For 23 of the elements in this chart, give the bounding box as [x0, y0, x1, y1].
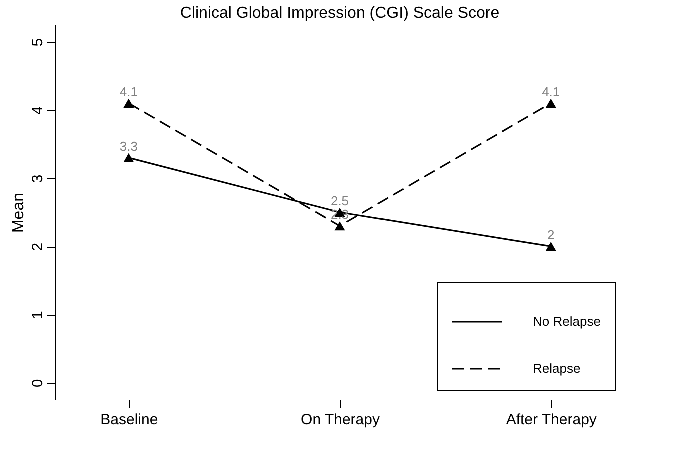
- legend-label: No Relapse: [533, 314, 601, 329]
- data-label: 4.1: [542, 84, 560, 100]
- y-axis-title: Mean: [10, 192, 28, 234]
- data-label: 2.5: [330, 194, 350, 208]
- y-tick-label: 5: [30, 38, 46, 47]
- y-tick-label: 0: [30, 379, 46, 388]
- y-tick-label: 1: [30, 311, 46, 320]
- y-tick-label: 2: [30, 242, 46, 252]
- data-label: 3.3: [120, 138, 138, 154]
- data-label: 2: [547, 228, 555, 243]
- data-label: 4.1: [120, 84, 138, 100]
- point: [546, 98, 556, 108]
- x-tick-label: After Therapy: [506, 412, 598, 428]
- point: [546, 242, 556, 252]
- point: [334, 222, 346, 231]
- point: [124, 98, 134, 108]
- x-tick-label: On Therapy: [301, 412, 380, 428]
- legend-label: Relapse: [533, 361, 581, 376]
- x-tick-label: Baseline: [100, 412, 158, 428]
- y-tick-label: 4: [30, 106, 46, 115]
- y-tick-label: 3: [30, 174, 46, 184]
- point: [124, 153, 134, 162]
- chart-title: Clinical Global Impression (CGI) Scale Score: [180, 5, 500, 22]
